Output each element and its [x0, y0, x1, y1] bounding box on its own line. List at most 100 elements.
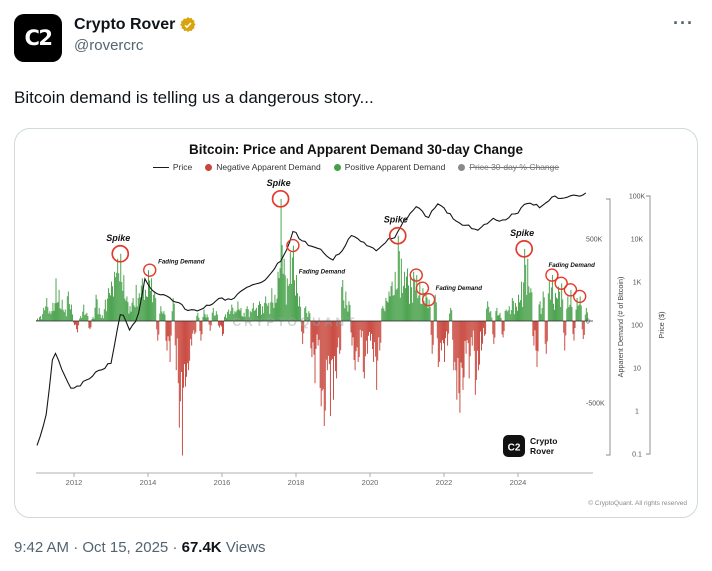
demand-bar — [74, 321, 75, 326]
demand-bar — [166, 321, 168, 351]
demand-bar — [102, 318, 104, 321]
demand-bar — [78, 321, 80, 326]
demand-bar — [503, 321, 505, 332]
demand-bar — [456, 321, 458, 400]
fading-demand-label: Fading Demand — [436, 285, 483, 292]
demand-bar — [423, 300, 425, 321]
author-block: Crypto Rover @rovercrc — [74, 14, 197, 62]
demand-bar — [345, 291, 347, 321]
demand-bar — [287, 285, 289, 321]
demand-bar — [389, 296, 391, 321]
demand-bar — [371, 321, 373, 334]
demand-bar — [542, 291, 544, 321]
author-name[interactable]: Crypto Rover — [74, 16, 176, 33]
demand-bar — [237, 301, 239, 321]
demand-bar — [203, 309, 205, 321]
avatar[interactable]: C2 — [14, 14, 62, 62]
demand-bar — [99, 314, 101, 321]
demand-bar — [66, 296, 68, 321]
views-label: Views — [225, 539, 266, 556]
demand-bar — [340, 321, 342, 351]
gold-verified-badge-icon[interactable] — [179, 16, 197, 34]
demand-bar — [429, 306, 431, 321]
legend-label-struck: Price 30-day % Change — [469, 162, 560, 172]
demand-bar — [241, 315, 243, 321]
demand-bar — [36, 320, 37, 321]
demand-bar — [544, 321, 546, 344]
demand-bar — [56, 302, 58, 321]
demand-bar — [501, 321, 503, 335]
demand-bar — [494, 321, 496, 338]
demand-bar — [97, 314, 99, 321]
demand-bar — [60, 309, 62, 321]
demand-bar — [184, 321, 185, 365]
demand-bar — [419, 281, 421, 321]
demand-bar — [77, 321, 79, 333]
demand-bar — [520, 300, 522, 321]
demand-bar — [495, 311, 497, 321]
demand-bar — [290, 283, 292, 321]
demand-bar — [253, 310, 255, 321]
demand-bar — [268, 302, 270, 321]
demand-bar — [352, 321, 354, 338]
demand-bar — [447, 321, 449, 346]
demand-bar — [394, 271, 396, 321]
demand-bar — [206, 314, 208, 321]
demand-bar — [110, 295, 111, 321]
demand-bar — [314, 321, 316, 384]
demand-bar — [195, 321, 197, 333]
legend-item-positive-demand: Positive Apparent Demand — [333, 162, 445, 172]
demand-bar — [526, 294, 528, 321]
demand-bar — [156, 321, 158, 330]
legend-item-price-change: Price 30-day % Change — [458, 162, 559, 172]
demand-bar — [554, 309, 555, 321]
demand-bar — [521, 281, 523, 321]
demand-bar — [451, 310, 453, 321]
x-tick-label: 2018 — [288, 478, 305, 487]
fading-demand-label: Fading Demand — [548, 262, 595, 269]
chart-legend: Price Negative Apparent Demand Positive … — [15, 162, 697, 172]
demand-bar — [441, 321, 443, 341]
demand-bar — [319, 321, 321, 388]
demand-bar — [567, 296, 569, 321]
x-tick-label: 2012 — [66, 478, 83, 487]
fading-circle — [409, 268, 423, 282]
chart-image-card[interactable]: Bitcoin: Price and Apparent Demand 30-da… — [14, 128, 698, 518]
demand-bar — [559, 291, 561, 321]
demand-bar — [318, 321, 320, 340]
demand-bar — [470, 321, 472, 338]
demand-bar — [101, 315, 103, 321]
demand-bar — [502, 321, 504, 338]
demand-bar — [310, 321, 312, 349]
price-tick-label: 100 — [631, 323, 643, 330]
demand-bar — [163, 311, 165, 321]
fading-circle — [421, 292, 436, 307]
demand-bar — [264, 302, 266, 321]
demand-bar — [171, 311, 173, 321]
demand-bar — [149, 280, 151, 321]
x-tick-label: 2020 — [362, 478, 379, 487]
more-button[interactable]: ··· — [673, 13, 694, 33]
demand-bar — [68, 304, 70, 321]
demand-bar — [135, 284, 137, 321]
demand-bar — [427, 308, 429, 321]
demand-bar — [583, 321, 585, 335]
demand-bar — [88, 321, 90, 328]
demand-bar — [357, 321, 359, 362]
demand-bar — [485, 321, 487, 335]
demand-bar — [190, 321, 192, 340]
fading-demand-label: Fading Demand — [158, 259, 205, 266]
demand-bar — [271, 288, 273, 321]
demand-bar — [299, 296, 301, 321]
demand-bar — [438, 321, 440, 362]
demand-bar — [44, 310, 46, 321]
demand-bar — [81, 318, 83, 321]
author-handle[interactable]: @rovercrc — [74, 37, 144, 54]
demand-bar — [425, 293, 427, 321]
demand-bar — [528, 286, 530, 321]
demand-bar — [247, 309, 249, 321]
demand-bar — [107, 288, 109, 321]
demand-bar — [86, 312, 88, 321]
demand-bar — [180, 321, 182, 372]
